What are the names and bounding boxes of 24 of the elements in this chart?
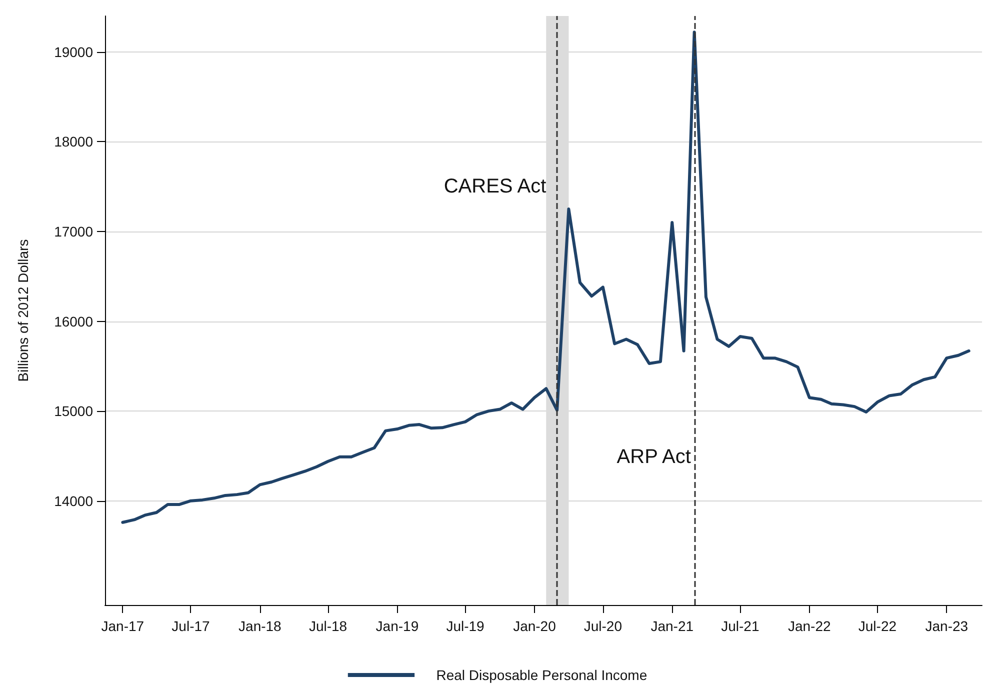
y-tick-label: 17000 — [54, 223, 94, 240]
legend-label: Real Disposable Personal Income — [436, 667, 648, 683]
x-tick-label: Jul-19 — [446, 618, 485, 634]
y-axis-title: Billions of 2012 Dollars — [15, 239, 31, 382]
line-series — [121, 30, 970, 524]
x-tick-label: Jan-19 — [376, 618, 419, 634]
x-tick-label: Jan-20 — [513, 618, 556, 634]
y-tick-label: 15000 — [54, 403, 94, 420]
annotation: ARP Act — [616, 446, 692, 468]
x-tick-label: Jul-17 — [172, 618, 210, 634]
y-tick-label: 16000 — [54, 313, 94, 330]
x-tick-label: Jan-22 — [788, 618, 831, 634]
x-tick-label: Jan-17 — [101, 618, 144, 634]
x-tick-label: Jul-20 — [584, 618, 622, 634]
annotation: CARES Act — [444, 176, 547, 198]
x-tick-label: Jan-18 — [238, 618, 282, 634]
y-tick-label: 19000 — [54, 44, 94, 60]
x-tick-label: Jan-23 — [925, 618, 968, 634]
x-tick-label: Jul-22 — [858, 618, 897, 634]
x-tick-label: Jul-21 — [721, 618, 760, 634]
y-tick-label: 18000 — [54, 134, 94, 150]
x-tick-label: Jul-18 — [308, 618, 348, 634]
x-tick-label: Jan-21 — [650, 618, 694, 634]
y-tick-label: 14000 — [54, 492, 94, 509]
